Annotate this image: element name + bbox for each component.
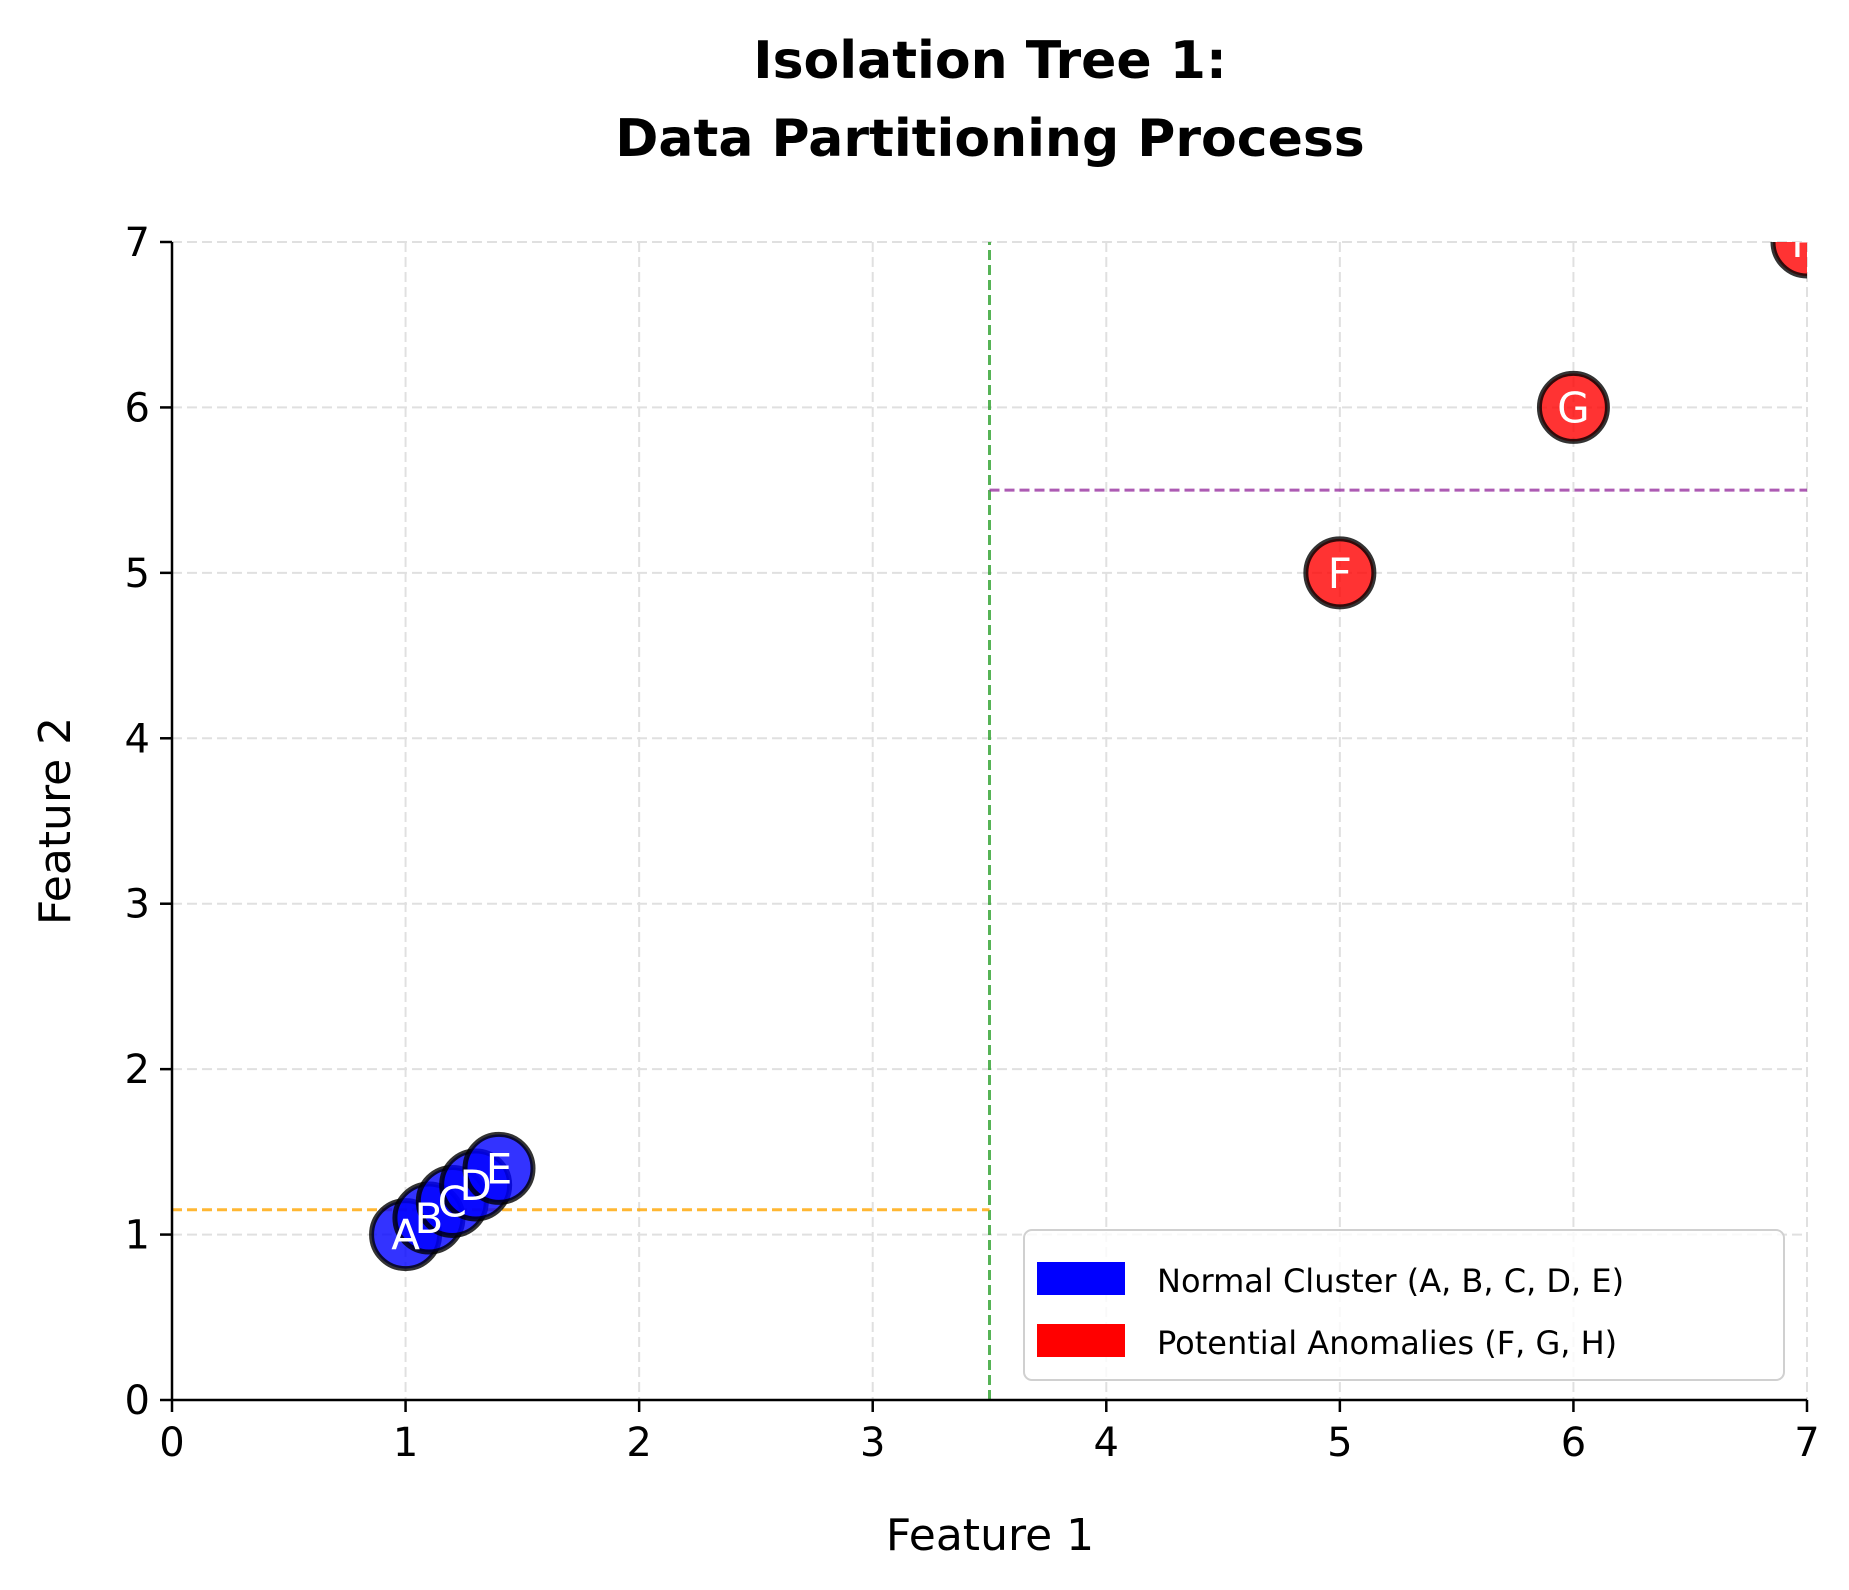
point-label-G: G <box>1557 383 1590 432</box>
y-tick-label: 7 <box>125 220 150 266</box>
y-tick-label: 2 <box>125 1047 150 1093</box>
point-label-F: F <box>1328 549 1352 598</box>
x-tick-label: 7 <box>1794 1420 1819 1466</box>
x-axis-label: Feature 1 <box>886 1510 1094 1561</box>
legend-label-normal: Normal Cluster (A, B, C, D, E) <box>1157 1262 1624 1300</box>
chart-title-line-1: Isolation Tree 1: <box>753 31 1226 91</box>
x-tick-label: 0 <box>159 1420 184 1466</box>
x-tick-label: 2 <box>626 1420 651 1466</box>
x-tick-label: 3 <box>860 1420 885 1466</box>
x-tick-label: 4 <box>1094 1420 1119 1466</box>
point-label-C: C <box>438 1177 467 1226</box>
chart-title-line-2: Data Partitioning Process <box>615 109 1365 169</box>
y-tick-label: 6 <box>125 385 150 431</box>
point-H <box>1770 242 1807 279</box>
x-tick-label: 1 <box>393 1420 418 1466</box>
point-label-A: A <box>391 1211 420 1260</box>
x-tick-label: 6 <box>1561 1420 1586 1466</box>
y-tick-label: 0 <box>125 1378 150 1424</box>
y-tick-label: 5 <box>125 551 150 597</box>
y-axis-label: Feature 2 <box>30 717 81 925</box>
legend: Normal Cluster (A, B, C, D, E) Potential… <box>1023 1229 1785 1381</box>
y-tick-label: 4 <box>125 716 150 762</box>
y-tick-label: 3 <box>125 882 150 928</box>
point-label-H: H <box>1791 218 1823 267</box>
point-label-D: D <box>459 1161 491 1210</box>
split-lines <box>172 242 1807 1400</box>
legend-swatch-anomaly <box>1037 1324 1125 1357</box>
legend-swatch-normal <box>1037 1262 1125 1295</box>
point-F <box>1303 536 1377 610</box>
point-label-E: E <box>486 1144 513 1193</box>
x-tick-label: 5 <box>1327 1420 1352 1466</box>
axes: 0 1 2 3 4 5 6 7 0 1 2 3 4 5 6 7 <box>125 220 1820 1466</box>
point-E <box>462 1131 536 1205</box>
y-tick-label: 1 <box>125 1213 150 1259</box>
point-G <box>1536 370 1610 444</box>
legend-label-anomaly: Potential Anomalies (F, G, H) <box>1157 1324 1617 1362</box>
point-label-B: B <box>415 1194 444 1243</box>
legend-frame <box>1023 1229 1785 1381</box>
